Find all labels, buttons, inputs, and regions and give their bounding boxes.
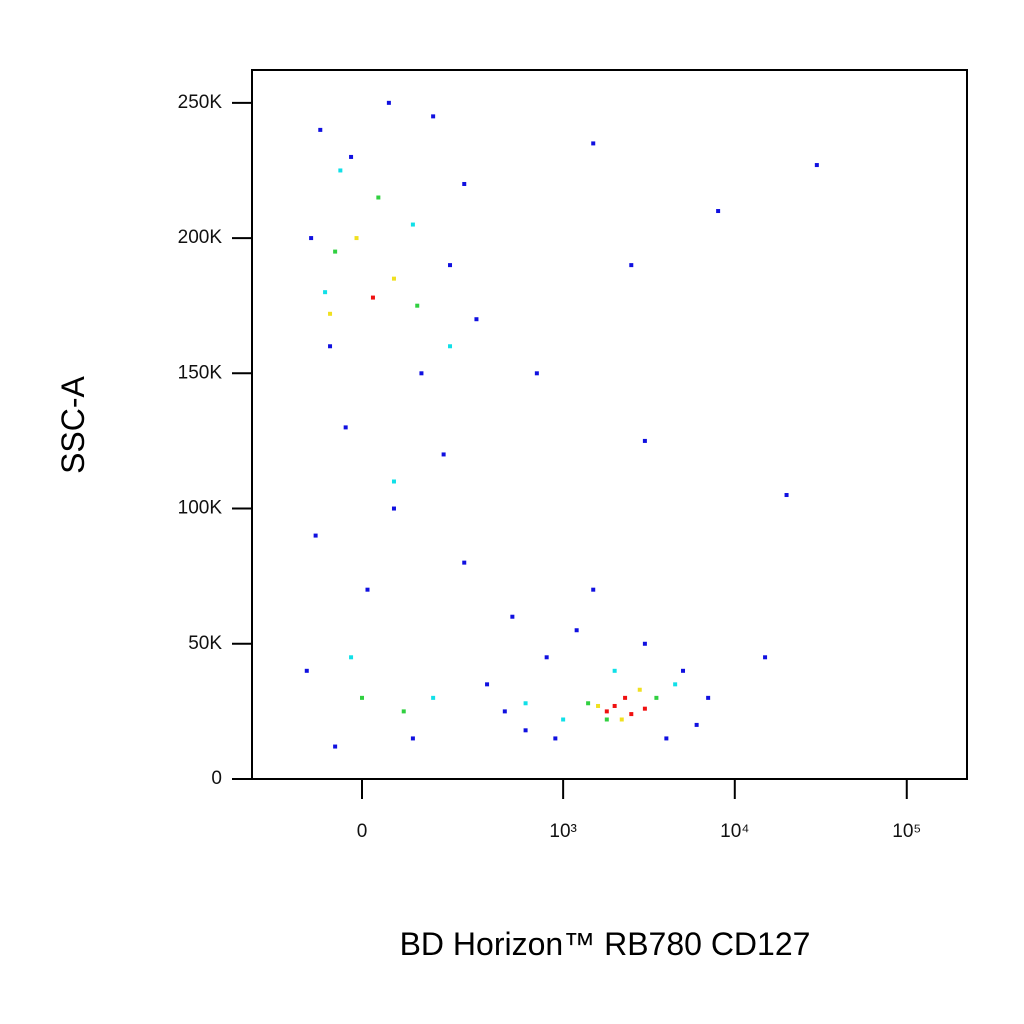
data-point	[391, 506, 396, 511]
x-axis-title: BD Horizon™ RB780 CD127	[400, 926, 811, 962]
data-point	[441, 452, 446, 457]
x-tick-label: 10³	[549, 821, 576, 842]
data-point	[629, 712, 634, 717]
data-point	[763, 655, 768, 660]
y-tick-label: 100K	[178, 498, 223, 519]
data-point	[553, 736, 558, 741]
data-point	[448, 263, 453, 268]
data-point	[323, 290, 328, 295]
data-point	[485, 682, 490, 687]
data-point	[604, 717, 609, 722]
data-point	[642, 706, 647, 711]
data-point	[431, 114, 436, 119]
plot-frame	[251, 69, 968, 780]
data-point	[415, 303, 420, 308]
data-point	[391, 276, 396, 281]
data-point	[642, 641, 647, 646]
data-point	[574, 628, 579, 633]
data-point	[365, 587, 370, 592]
data-point	[673, 682, 678, 687]
y-tick-label: 250K	[178, 92, 223, 113]
data-point	[462, 181, 467, 186]
data-point	[502, 709, 507, 714]
data-point	[604, 709, 609, 714]
data-point	[328, 344, 333, 349]
data-point	[401, 709, 406, 714]
data-point	[706, 695, 711, 700]
data-point	[612, 668, 617, 673]
data-point	[410, 222, 415, 227]
data-point	[391, 479, 396, 484]
data-point	[474, 317, 479, 322]
data-point	[354, 236, 359, 241]
y-tick-label: 0	[211, 768, 222, 789]
data-point	[386, 100, 391, 105]
data-point	[309, 236, 314, 241]
data-point	[694, 722, 699, 727]
y-tick-label: 150K	[178, 362, 223, 383]
data-point	[304, 668, 309, 673]
y-tick-label: 200K	[178, 227, 223, 248]
data-point	[448, 344, 453, 349]
data-point	[612, 703, 617, 708]
x-tick-label: 0	[357, 821, 368, 842]
data-point	[654, 695, 659, 700]
x-tick-label: 10⁴	[720, 821, 749, 842]
data-point	[534, 371, 539, 376]
data-point	[623, 695, 628, 700]
data-point	[642, 438, 647, 443]
data-point	[333, 744, 338, 749]
data-point	[784, 493, 789, 498]
data-point	[462, 560, 467, 565]
data-point	[814, 163, 819, 168]
data-point	[510, 614, 515, 619]
data-point	[629, 263, 634, 268]
data-point	[596, 703, 601, 708]
data-point	[370, 295, 375, 300]
data-point	[591, 141, 596, 146]
data-point	[681, 668, 686, 673]
data-point	[431, 695, 436, 700]
data-point	[333, 249, 338, 254]
data-point	[313, 533, 318, 538]
x-tick-label: 10⁵	[892, 821, 921, 842]
data-point	[586, 701, 591, 706]
data-point	[544, 655, 549, 660]
data-point	[376, 195, 381, 200]
data-point	[637, 687, 642, 692]
data-point	[328, 311, 333, 316]
data-point	[419, 371, 424, 376]
data-point	[523, 701, 528, 706]
data-point	[591, 587, 596, 592]
data-point	[410, 736, 415, 741]
data-point	[318, 127, 323, 132]
data-point	[343, 425, 348, 430]
y-tick-label: 50K	[188, 633, 222, 654]
data-point	[338, 168, 343, 173]
y-axis-title: SSC-A	[55, 375, 91, 473]
data-point	[360, 695, 365, 700]
data-point	[664, 736, 669, 741]
data-point	[716, 209, 721, 214]
data-point	[561, 717, 566, 722]
data-point	[523, 728, 528, 733]
data-point	[349, 154, 354, 159]
data-point	[349, 655, 354, 660]
data-point	[619, 717, 624, 722]
